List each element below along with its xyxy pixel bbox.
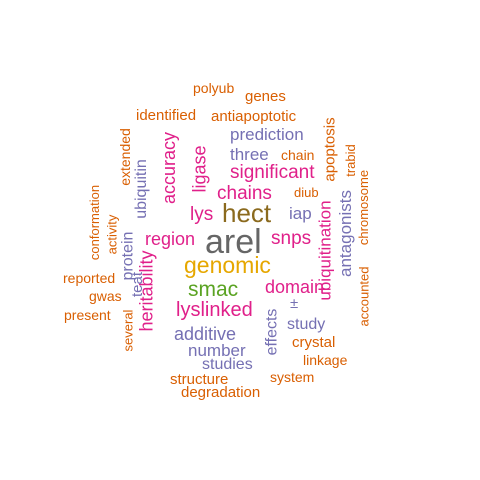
word-iap: iap bbox=[289, 204, 312, 223]
word-teat: teat bbox=[129, 271, 147, 298]
word-arel: arel bbox=[205, 223, 262, 261]
word-structure: structure bbox=[170, 371, 229, 388]
word-conformation: conformation bbox=[87, 184, 103, 261]
word-genomic: genomic bbox=[184, 252, 271, 278]
word-chromosome: chromosome bbox=[356, 169, 372, 246]
word-smac: smac bbox=[188, 278, 239, 301]
word-diub: diub bbox=[294, 185, 319, 200]
word-antagonists: antagonists bbox=[335, 190, 355, 277]
word-trabid: trabid bbox=[342, 144, 358, 177]
word-chain: chain bbox=[281, 147, 315, 163]
word-studies: studies bbox=[202, 356, 253, 373]
word-lyslinked: lyslinked bbox=[176, 299, 253, 321]
word-effects: effects bbox=[263, 308, 281, 356]
word-prediction: prediction bbox=[230, 125, 304, 144]
word-linkage: linkage bbox=[303, 352, 348, 368]
word-several: several bbox=[120, 309, 136, 352]
word-genes: genes bbox=[245, 88, 286, 105]
word-domain: domain bbox=[265, 277, 325, 297]
word-extended: extended bbox=[116, 128, 133, 186]
word-chains: chains bbox=[217, 183, 272, 204]
word-snps: snps bbox=[271, 228, 312, 249]
word-activity: activity bbox=[104, 214, 120, 255]
word-present: present bbox=[64, 307, 111, 323]
word-lys: lys bbox=[190, 204, 214, 225]
word-hect: hect bbox=[222, 198, 272, 228]
word-degradation: degradation bbox=[181, 384, 261, 401]
word-accounted: accounted bbox=[356, 266, 372, 327]
word-significant: significant bbox=[230, 162, 315, 183]
word-accuracy: accuracy bbox=[159, 131, 180, 205]
word-ligase: ligase bbox=[189, 145, 210, 193]
word-region: region bbox=[145, 229, 196, 249]
word-apoptosis: apoptosis bbox=[321, 117, 339, 182]
word-identified: identified bbox=[136, 107, 197, 124]
word-additive: additive bbox=[174, 324, 237, 344]
word-plus-minus: ± bbox=[290, 295, 299, 312]
word-reported: reported bbox=[63, 270, 116, 286]
word-number: number bbox=[188, 341, 246, 360]
word-three: three bbox=[230, 145, 269, 164]
word-gwas: gwas bbox=[89, 288, 122, 304]
word-polyub: polyub bbox=[193, 80, 235, 96]
word-study: study bbox=[287, 316, 326, 333]
word-antiapoptotic: antiapoptotic bbox=[211, 108, 297, 125]
word-crystal: crystal bbox=[292, 334, 336, 351]
word-system: system bbox=[270, 369, 315, 385]
word-ubiquitin: ubiquitin bbox=[132, 159, 150, 219]
word-ubiquitination: ubiquitination bbox=[315, 200, 335, 301]
